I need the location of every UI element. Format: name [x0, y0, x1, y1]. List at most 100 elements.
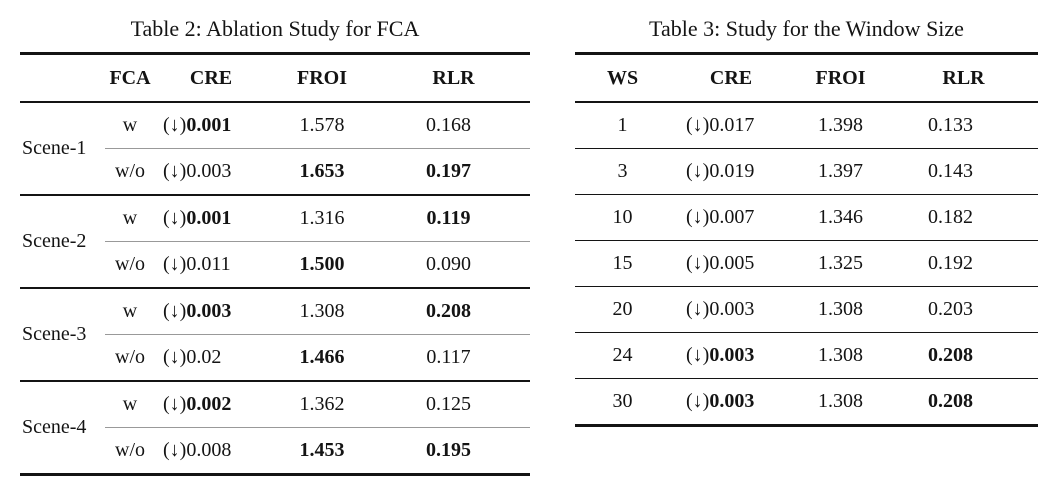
down-arrow-prefix: (↓): [686, 252, 710, 274]
table-row: Scene-4 w (↓)0.002 1.362 0.125: [20, 381, 530, 438]
cell-cre: (↓)0.017: [670, 102, 792, 149]
cell-ws: 1: [575, 102, 670, 149]
cell-cre: (↓)0.003: [670, 379, 792, 426]
cre-value: 0.008: [186, 439, 232, 461]
cell-froi: 1.308: [267, 288, 377, 335]
table-row: Scene-2 w (↓)0.001 1.316 0.119: [20, 195, 530, 289]
table-row: Scene-1 w (↓)0.001 1.578 0.168: [20, 102, 530, 196]
down-arrow-prefix: (↓): [686, 160, 710, 182]
down-arrow-prefix: (↓): [163, 346, 187, 368]
column-header-ws: WS: [575, 53, 670, 103]
down-arrow-prefix: (↓): [686, 390, 710, 412]
cre-value: 0.003: [186, 300, 232, 322]
cell-cre: (↓)0.007: [670, 194, 792, 241]
down-arrow-prefix: (↓): [163, 114, 187, 136]
cell-fca: w: [105, 102, 155, 149]
cre-value: 0.011: [186, 253, 231, 275]
cell-cre: (↓)0.011: [155, 241, 267, 289]
table-row: 20 (↓)0.003 1.308 0.203: [575, 286, 1038, 333]
table-row: w/o (↓)0.02 1.466 0.117: [20, 334, 530, 382]
cell-cre: (↓)0.008: [155, 428, 267, 475]
cell-fca: w: [105, 195, 155, 242]
cell-rlr: 0.117: [377, 334, 530, 382]
cell-fca: w/o: [105, 334, 155, 382]
down-arrow-prefix: (↓): [686, 298, 710, 320]
table2-ablation-fca: FCA CRE FROI RLR Scene-1 w (↓)0.001 1.57…: [20, 52, 530, 476]
table-row: 1 (↓)0.017 1.398 0.133: [575, 102, 1038, 149]
table-row: w/o (↓)0.008 1.453 0.195: [20, 428, 530, 475]
table-row: w/o (↓)0.003 1.653 0.197: [20, 148, 530, 196]
cell-rlr: 0.208: [889, 332, 1038, 379]
cell-ws: 3: [575, 148, 670, 195]
column-header-rlr: RLR: [377, 53, 530, 103]
cell-fca: w/o: [115, 439, 145, 461]
cell-froi: 1.398: [792, 102, 889, 149]
table-row: w/o (↓)0.011 1.500 0.090: [20, 241, 530, 289]
cell-froi: 1.346: [792, 194, 889, 241]
cre-value: 0.001: [186, 207, 232, 229]
cell-froi: 1.578: [267, 102, 377, 149]
table3-window-size: WS CRE FROI RLR 1 (↓)0.017 1.398 0.133 3…: [575, 52, 1038, 427]
column-header-cre: CRE: [155, 53, 267, 103]
cell-cre: (↓)0.002: [155, 381, 267, 428]
down-arrow-prefix: (↓): [163, 439, 187, 461]
scene-label: Scene-3: [20, 288, 105, 382]
cell-froi: 1.653: [267, 148, 377, 196]
column-header-froi: FROI: [792, 53, 889, 103]
down-arrow-prefix: (↓): [163, 393, 187, 415]
table3-caption: Table 3: Study for the Window Size: [649, 16, 964, 41]
cell-rlr: 0.168: [377, 102, 530, 149]
cell-rlr: 0.133: [889, 102, 1038, 149]
cell-ws: 30: [612, 390, 633, 412]
cre-value: 0.007: [709, 206, 755, 228]
cell-rlr: 0.182: [889, 194, 1038, 241]
cell-froi: 1.325: [792, 240, 889, 287]
cell-froi: 1.466: [267, 334, 377, 382]
down-arrow-prefix: (↓): [686, 114, 710, 136]
column-header-cre: CRE: [670, 53, 792, 103]
cell-ws: 15: [575, 240, 670, 287]
scene-label: Scene-2: [20, 195, 105, 289]
table-row: 3 (↓)0.019 1.397 0.143: [575, 148, 1038, 195]
cell-froi: 1.453: [299, 439, 345, 461]
cell-rlr: 0.195: [426, 439, 471, 461]
cell-cre: (↓)0.003: [155, 288, 267, 335]
cell-rlr: 0.192: [889, 240, 1038, 287]
cell-cre: (↓)0.019: [670, 148, 792, 195]
column-header-empty: [20, 53, 105, 103]
table-row: 10 (↓)0.007 1.346 0.182: [575, 194, 1038, 241]
table2-caption: Table 2: Ablation Study for FCA: [130, 16, 420, 41]
cre-value: 0.017: [709, 114, 755, 136]
cre-value: 0.019: [709, 160, 755, 182]
cell-rlr: 0.197: [377, 148, 530, 196]
cell-cre: (↓)0.02: [155, 334, 267, 382]
down-arrow-prefix: (↓): [686, 206, 710, 228]
cell-fca: w: [105, 381, 155, 428]
cell-rlr: 0.208: [928, 390, 973, 412]
cell-cre: (↓)0.001: [155, 195, 267, 242]
down-arrow-prefix: (↓): [163, 253, 187, 275]
cell-froi: 1.308: [818, 390, 863, 412]
down-arrow-prefix: (↓): [163, 207, 187, 229]
cell-froi: 1.397: [792, 148, 889, 195]
table-row: 15 (↓)0.005 1.325 0.192: [575, 240, 1038, 287]
cell-cre: (↓)0.003: [155, 148, 267, 196]
column-header-rlr: RLR: [889, 53, 1038, 103]
cell-cre: (↓)0.003: [670, 332, 792, 379]
column-header-froi: FROI: [267, 53, 377, 103]
table2-header-row: FCA CRE FROI RLR: [20, 53, 530, 103]
cell-fca: w/o: [105, 241, 155, 289]
scene-label: Scene-1: [20, 102, 105, 196]
cre-value: 0.003: [709, 298, 755, 320]
cell-rlr: 0.208: [377, 288, 530, 335]
cell-cre: (↓)0.001: [155, 102, 267, 149]
cell-froi: 1.362: [267, 381, 377, 428]
down-arrow-prefix: (↓): [163, 160, 187, 182]
cell-cre: (↓)0.003: [670, 286, 792, 333]
cre-value: 0.002: [186, 393, 232, 415]
cell-ws: 24: [575, 332, 670, 379]
cell-froi: 1.500: [267, 241, 377, 289]
column-header-fca: FCA: [105, 53, 155, 103]
cre-value: 0.003: [186, 160, 232, 182]
table-row: 24 (↓)0.003 1.308 0.208: [575, 332, 1038, 379]
